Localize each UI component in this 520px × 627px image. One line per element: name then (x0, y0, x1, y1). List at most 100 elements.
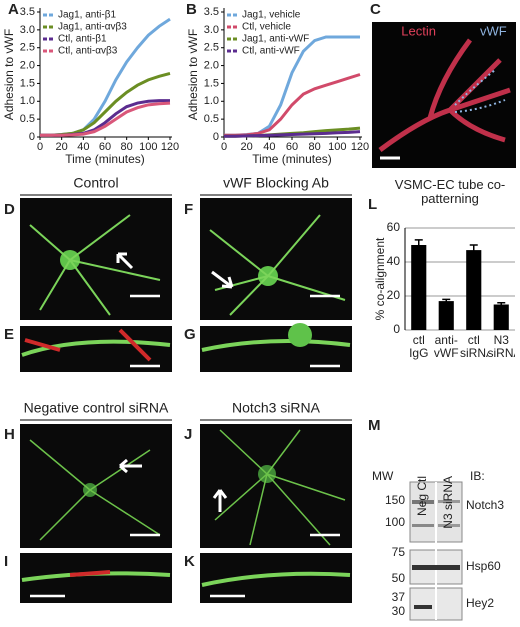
series-line (40, 101, 171, 137)
y-tick-label: 2.0 (20, 59, 35, 71)
y-tick-label: 3.0 (204, 24, 219, 36)
legend-label: Jag1, anti-αvβ3 (58, 22, 127, 33)
panel-heading: vWF Blocking Ab (223, 175, 329, 191)
x-tick-label-box: N3 siRNA (487, 334, 516, 360)
x-tick-label: N3 siRNA (487, 334, 516, 360)
mw-label: 50 (392, 571, 406, 585)
y-tick-label: 0.5 (20, 113, 35, 125)
antibody-label: Notch3 (466, 498, 504, 512)
error-bar (414, 239, 423, 251)
panel-letter: D (4, 201, 15, 218)
x-tick-label-box: ctl IgG (409, 334, 429, 360)
panel-heading: Negative control siRNA (24, 400, 169, 416)
panel-letter: G (184, 326, 196, 343)
x-tick-label: 20 (241, 141, 253, 153)
mw-label: 150 (385, 493, 405, 507)
y-tick-label: 60 (387, 220, 401, 234)
chart-title: VSMC-EC tube co-patterning (394, 178, 506, 206)
y-tick-label: 2.5 (20, 42, 35, 54)
micrograph-group (20, 194, 352, 603)
vsmc (24, 328, 152, 577)
band (412, 524, 434, 527)
mw-label: 37 (392, 590, 406, 604)
vessel (378, 38, 511, 153)
legend-label: Jag1, anti-vWF (242, 34, 309, 45)
x-tick-label: ctl siRNA (460, 334, 488, 360)
arrow (211, 270, 234, 289)
panel-letter: M (368, 417, 381, 434)
band (438, 500, 460, 503)
y-tick-label: 3.0 (20, 24, 35, 36)
cell-aggregate (288, 323, 312, 347)
western-blot (409, 481, 463, 621)
band (412, 565, 460, 570)
chart-title-box: VSMC-EC tube co-patterning (394, 178, 506, 206)
panel-letter: A (8, 1, 19, 18)
x-tick-label: 40 (263, 141, 275, 153)
bar (466, 250, 482, 330)
panel-letter: C (370, 1, 381, 18)
legend-label: Ctl, anti-β1 (58, 34, 107, 45)
mw-label: 75 (392, 545, 406, 559)
panel-letter: J (184, 426, 192, 443)
y-tick-label: 0 (29, 131, 35, 143)
y-tick-label: 0 (213, 131, 219, 143)
mw-title: MW (372, 469, 394, 483)
x-tick-label: 60 (286, 141, 298, 153)
x-tick-label: ctl IgG (409, 334, 429, 360)
x-tick-label: anti-vWF (433, 334, 459, 360)
bar (493, 304, 509, 330)
y-tick-label: 1.0 (204, 95, 219, 107)
band (412, 500, 434, 504)
panel-letter: F (184, 201, 193, 218)
y-tick-label: 0 (393, 322, 400, 336)
x-tick-label: 100 (328, 141, 346, 153)
x-tick-label: 120 (161, 141, 179, 153)
legend-label: Ctl, anti-αvβ3 (58, 46, 118, 57)
micrograph (20, 198, 172, 320)
x-tick-label: 80 (121, 141, 133, 153)
y-tick-label: 0.5 (204, 113, 219, 125)
error-bar (442, 298, 451, 303)
error-bar (497, 302, 506, 307)
legend-label: Ctl, vehicle (242, 22, 291, 33)
tube (29, 429, 346, 546)
x-axis-label: Time (minutes) (252, 152, 332, 166)
x-tick-label: 0 (221, 141, 227, 153)
y-axis-label: Adhesion to vWF (186, 29, 200, 120)
x-tick-label: 40 (77, 141, 89, 153)
arrow (119, 458, 142, 474)
x-tick-label: 20 (56, 141, 68, 153)
error-bar (469, 244, 478, 256)
stain-label: Lectin (401, 23, 436, 38)
x-tick-label: 120 (351, 141, 369, 153)
panel-heading: Control (73, 175, 118, 191)
tube (29, 214, 346, 316)
series-line (224, 73, 361, 137)
panel-letter: H (4, 426, 15, 443)
x-tick-label-box: anti-vWF (433, 334, 459, 360)
y-axis-label: % co-alignment (373, 237, 387, 320)
scale-bar (30, 294, 340, 598)
x-tick-label: 80 (309, 141, 321, 153)
micrograph (200, 198, 352, 320)
x-tick-label: 100 (139, 141, 157, 153)
x-tick-label-box: ctl siRNA (460, 334, 488, 360)
panel-letter: L (368, 196, 377, 213)
antibody-label: Hsp60 (466, 559, 501, 573)
band (438, 524, 460, 527)
y-tick-label: 1.5 (20, 77, 35, 89)
y-tick-label: 1.5 (204, 77, 219, 89)
bar (411, 245, 427, 330)
tube (21, 339, 351, 587)
y-tick-label: 20 (387, 288, 401, 302)
band (414, 605, 432, 609)
micrograph (200, 553, 352, 603)
lane-label: Neg Ctl (415, 476, 429, 516)
y-tick-label: 3.5 (204, 6, 219, 18)
x-tick-label: 60 (99, 141, 111, 153)
antibody-label: Hey2 (466, 596, 494, 610)
mw-label: 100 (385, 515, 405, 529)
